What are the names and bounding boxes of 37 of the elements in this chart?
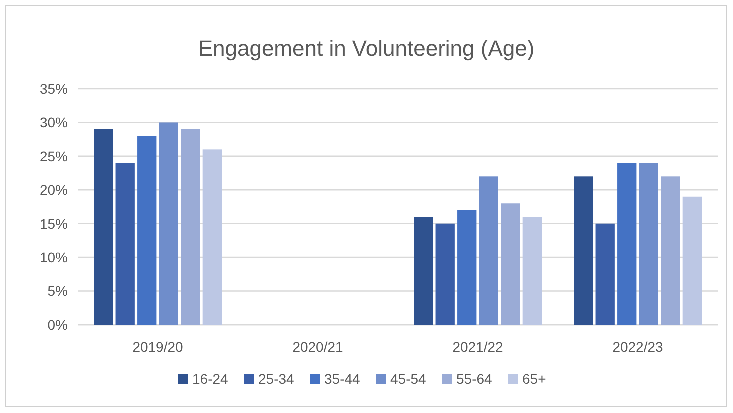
bar xyxy=(574,176,594,325)
bar xyxy=(138,136,157,325)
legend-label: 55-64 xyxy=(456,370,493,387)
y-tick-label: 20% xyxy=(40,182,68,198)
y-tick-label: 0% xyxy=(48,316,68,333)
bar xyxy=(414,217,434,325)
bar xyxy=(639,163,658,325)
y-tick-label: 35% xyxy=(40,80,68,97)
legend-label: 25-34 xyxy=(258,370,295,387)
legend-label: 65+ xyxy=(522,370,546,387)
bar xyxy=(522,217,542,325)
bar xyxy=(661,176,680,325)
bar xyxy=(181,129,200,325)
legend-label: 45-54 xyxy=(390,370,427,387)
bar xyxy=(116,163,135,325)
x-tick-label: 2020/21 xyxy=(292,339,344,355)
x-tick-label: 2019/20 xyxy=(132,339,184,355)
chart-title: Engagement in Volunteering (Age) xyxy=(198,36,535,61)
bar xyxy=(94,129,114,325)
x-tick-label: 2021/22 xyxy=(452,339,504,355)
bar xyxy=(202,150,222,325)
y-tick-label: 30% xyxy=(40,114,68,131)
bar xyxy=(501,204,520,325)
bar xyxy=(159,122,178,325)
y-tick-label: 10% xyxy=(40,249,68,266)
y-tick-label: 25% xyxy=(40,148,68,164)
y-tick-label: 5% xyxy=(48,283,68,300)
x-tick-label: 2022/23 xyxy=(612,339,664,355)
y-tick-label: 15% xyxy=(40,216,68,232)
bar xyxy=(479,176,498,325)
bar xyxy=(682,196,702,325)
bar xyxy=(458,210,477,325)
bar xyxy=(618,163,637,325)
bar xyxy=(436,224,455,325)
legend-label: 35-44 xyxy=(324,370,361,387)
bar xyxy=(596,224,615,325)
legend-label: 16-24 xyxy=(192,370,229,387)
